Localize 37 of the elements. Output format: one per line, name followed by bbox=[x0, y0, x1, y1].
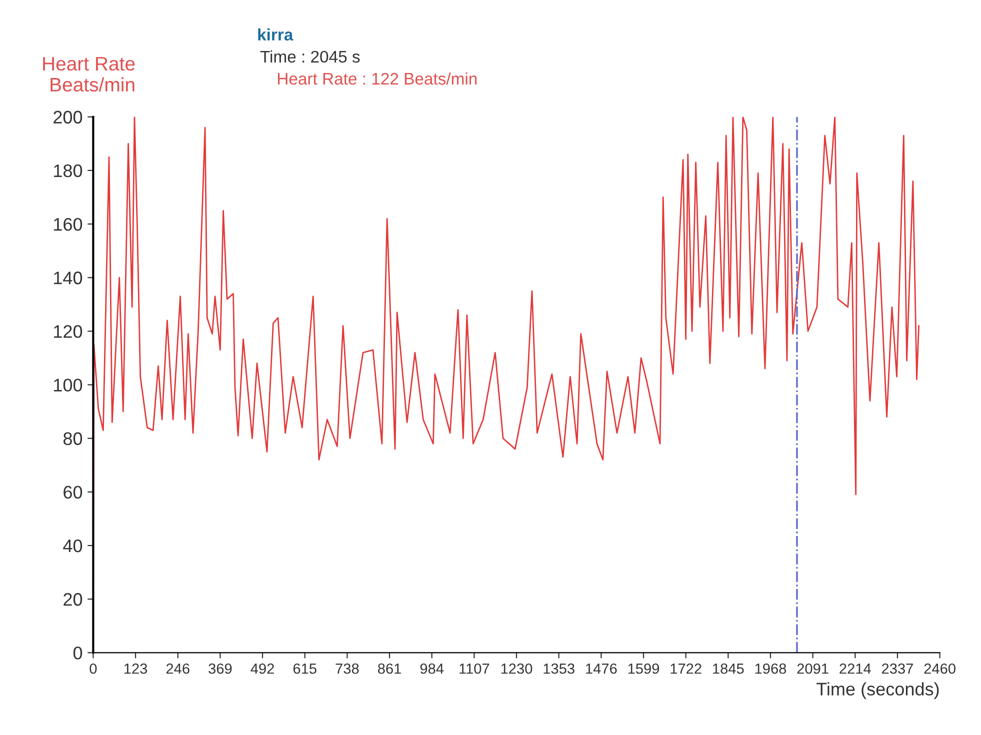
y-tick-label: 80 bbox=[63, 432, 82, 446]
x-tick-label: 1968 bbox=[755, 663, 786, 674]
x-tick-label: 861 bbox=[378, 663, 401, 674]
y-tick-label: 20 bbox=[64, 593, 82, 606]
text: kirra bbox=[258, 28, 294, 41]
y-tick-label: 40 bbox=[63, 539, 82, 552]
x-tick-label: 369 bbox=[208, 663, 232, 674]
x-tick-label: 984 bbox=[420, 663, 444, 674]
y-tick-label: 0 bbox=[73, 646, 82, 660]
y-axis-title: Heart Rate Beats/min bbox=[43, 57, 135, 92]
x-tick-label: 246 bbox=[166, 663, 190, 674]
x-tick-label: 2460 bbox=[924, 663, 956, 674]
x-tick-label: 738 bbox=[336, 663, 359, 674]
x-tick-label: 0 bbox=[90, 663, 97, 674]
x-tick-label: 1353 bbox=[544, 663, 574, 674]
x-axis-title: Time (seconds) bbox=[816, 682, 939, 700]
y-tick-label: 180 bbox=[54, 164, 82, 178]
x-tick-label: 2214 bbox=[840, 663, 871, 674]
x-tick-label: 1107 bbox=[460, 663, 490, 674]
y-tick-label: 160 bbox=[54, 218, 82, 231]
x-tick-label: 492 bbox=[250, 663, 274, 674]
y-tick-label: 60 bbox=[64, 486, 82, 499]
y-tick-label: 140 bbox=[54, 272, 82, 284]
y-tick-label: 120 bbox=[54, 325, 82, 338]
text: Time : 2045 s bbox=[260, 50, 360, 63]
x-tick-label: 1230 bbox=[501, 663, 532, 674]
x-tick-label: 615 bbox=[293, 663, 316, 674]
y-tick-label: 200 bbox=[54, 110, 82, 124]
x-tick-label: 1599 bbox=[628, 663, 660, 674]
x-tick-label: 123 bbox=[124, 663, 148, 674]
x-tick-label: 2337 bbox=[882, 663, 913, 674]
x-tick-label: 1722 bbox=[670, 663, 702, 674]
x-tick-label: 1476 bbox=[586, 663, 617, 674]
y-tick-label: 100 bbox=[54, 378, 82, 392]
x-tick-label: 2091 bbox=[797, 663, 828, 674]
x-tick-label: 1845 bbox=[713, 663, 744, 674]
text: Heart Rate : 122 Beats/min bbox=[278, 72, 477, 85]
